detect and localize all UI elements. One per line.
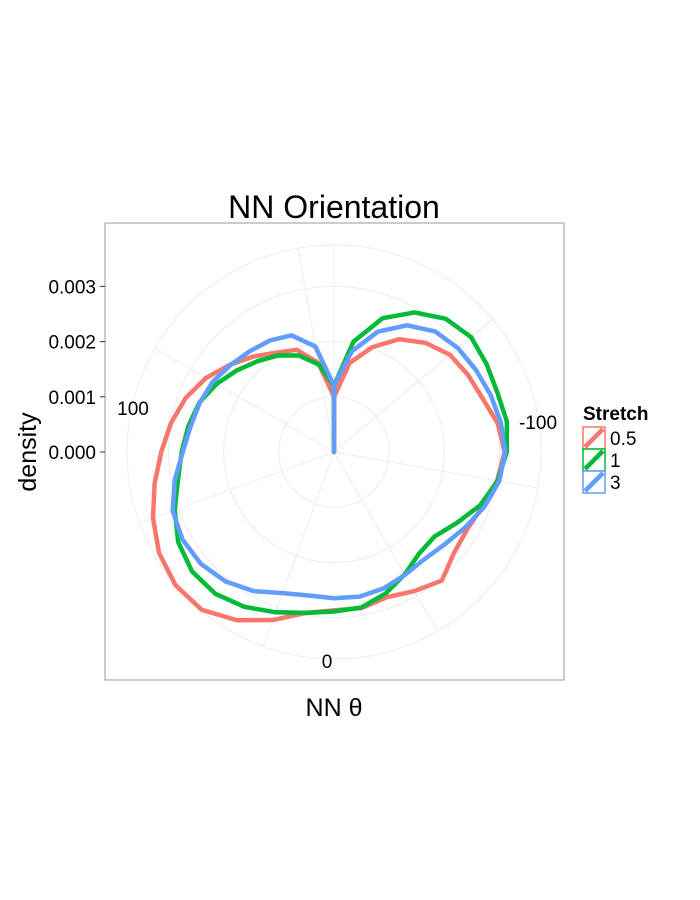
r-tick-label: 0.003 — [48, 277, 96, 298]
chart-title: NN Orientation — [228, 189, 440, 225]
series-line-stretch-3 — [170, 323, 508, 601]
radial-axis: 0.000 0.001 0.002 0.003 — [48, 277, 105, 464]
grid-spoke — [333, 318, 493, 453]
legend-label: 1 — [610, 451, 621, 472]
grid-spoke — [333, 451, 538, 489]
x-axis-title: NN θ — [306, 694, 363, 722]
legend-title: Stretch — [583, 404, 648, 425]
theta-tick-label: 0 — [322, 652, 333, 673]
r-tick-label: 0.002 — [48, 333, 96, 354]
theta-tick-label: 100 — [117, 399, 149, 420]
y-axis-title: density — [14, 412, 42, 492]
legend-label: 3 — [610, 473, 621, 494]
series-line-stretch-1 — [172, 310, 510, 616]
angular-axis-labels: 0 100 -100 — [117, 399, 557, 673]
grid-spoke — [154, 348, 335, 453]
legend-key-line — [583, 471, 605, 493]
legend-label: 0.5 — [610, 429, 636, 450]
theta-tick-label: -100 — [519, 413, 557, 434]
legend-key-line — [583, 427, 605, 449]
legend-key-line — [583, 449, 605, 471]
r-tick-label: 0.000 — [48, 443, 96, 464]
series-layer — [150, 310, 510, 623]
grid-spoke — [333, 451, 438, 632]
legend: Stretch 0.513 — [582, 404, 648, 494]
r-tick-label: 0.001 — [48, 388, 96, 409]
